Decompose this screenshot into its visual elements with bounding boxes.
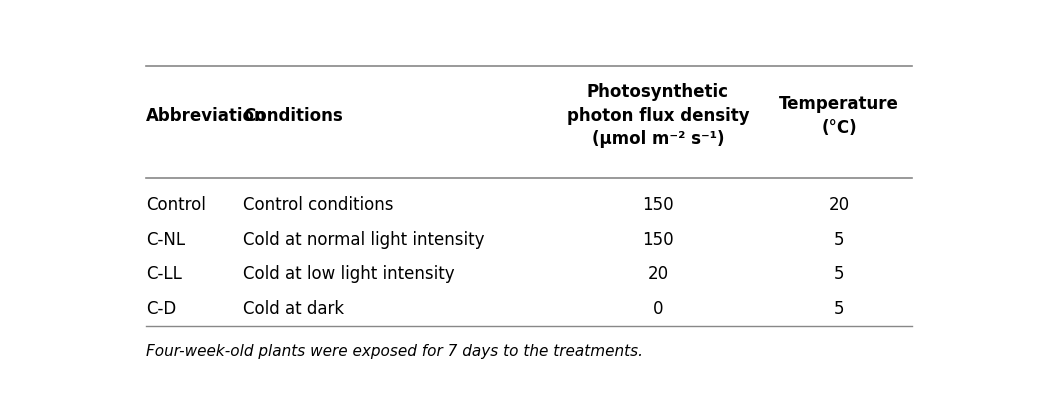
Text: Control: Control: [146, 196, 206, 214]
Text: 20: 20: [647, 265, 669, 284]
Text: 20: 20: [829, 196, 850, 214]
Text: 5: 5: [834, 265, 844, 284]
Text: C-LL: C-LL: [146, 265, 182, 284]
Text: Photosynthetic
photon flux density
(μmol m⁻² s⁻¹): Photosynthetic photon flux density (μmol…: [567, 83, 749, 148]
Text: Cold at low light intensity: Cold at low light intensity: [242, 265, 454, 284]
Text: C-NL: C-NL: [146, 231, 185, 249]
Text: Cold at dark: Cold at dark: [242, 300, 344, 318]
Text: 5: 5: [834, 231, 844, 249]
Text: Control conditions: Control conditions: [242, 196, 393, 214]
Text: C-D: C-D: [146, 300, 177, 318]
Text: Cold at normal light intensity: Cold at normal light intensity: [242, 231, 485, 249]
Text: Conditions: Conditions: [242, 107, 342, 125]
Text: 0: 0: [653, 300, 664, 318]
Text: 150: 150: [642, 231, 674, 249]
Text: 150: 150: [642, 196, 674, 214]
Text: Temperature
(°C): Temperature (°C): [779, 95, 900, 137]
Text: Abbreviation: Abbreviation: [146, 107, 267, 125]
Text: 5: 5: [834, 300, 844, 318]
Text: Four-week-old plants were exposed for 7 days to the treatments.: Four-week-old plants were exposed for 7 …: [146, 344, 643, 359]
